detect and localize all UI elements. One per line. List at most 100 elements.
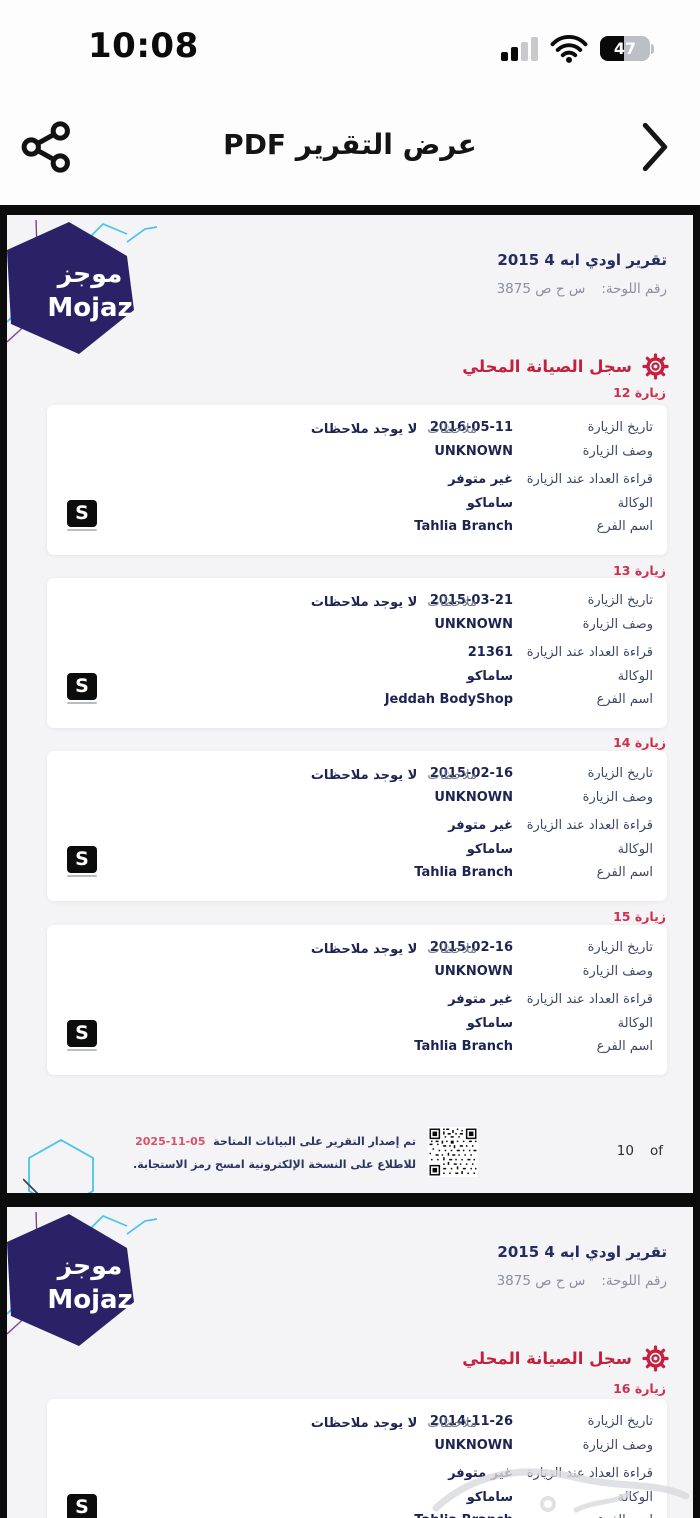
brand-latin: Mojaz xyxy=(47,293,132,323)
field-value-agency: ساماكو xyxy=(466,841,513,857)
haraj-watermark xyxy=(432,1468,690,1513)
back-button[interactable] xyxy=(640,120,670,174)
visit-notes: ملاحظات لا يوجد ملاحظات xyxy=(311,1416,477,1431)
field-label-date: تاريخ الزيارة xyxy=(587,940,653,955)
pdf-page-1: موجز Mojaz تقرير اودي ابه 4 2015 رقم الل… xyxy=(7,215,693,1193)
field-label-branch: اسم الفرع xyxy=(596,519,653,534)
nav-bar: عرض التقرير PDF xyxy=(0,90,700,205)
brand-arabic: موجز xyxy=(56,259,123,289)
visit-fields: تاريخ الزيارة 2015-02-16 وصف الزيارة UNKNO… xyxy=(331,766,653,889)
share-button[interactable] xyxy=(20,118,72,176)
field-value-date: 2015-02-16 xyxy=(429,766,513,781)
notes-value: لا يوجد ملاحظات xyxy=(310,1416,418,1431)
page-number: 10 of xyxy=(617,1143,663,1159)
plate-label: رقم اللوحة: xyxy=(601,281,667,297)
footer-hexagon-decoration xyxy=(23,1139,94,1193)
field-label-desc: وصف الزيارة xyxy=(582,443,653,459)
field-label-branch: اسم الفرع xyxy=(596,1039,653,1054)
field-value-odometer: غير متوفر xyxy=(448,472,513,487)
field-value-branch: Jeddah BodyShop xyxy=(384,692,513,707)
field-label-agency: الوكالة xyxy=(617,841,653,857)
field-value-branch: Tahlia Branch xyxy=(414,865,513,880)
footer-issued-text: تم إصدار التقرير على البيانات المتاحة xyxy=(213,1135,416,1148)
notes-label: ملاحظات xyxy=(427,942,477,957)
samaco-caption xyxy=(67,528,97,531)
visit-notes: ملاحظات لا يوجد ملاحظات xyxy=(311,595,477,610)
plate-value: س ح ص 3875 xyxy=(496,1273,586,1289)
visit-label-13: زيارة 13 xyxy=(613,563,666,578)
notes-value: لا يوجد ملاحظات xyxy=(310,768,418,783)
samaco-logo: S xyxy=(67,845,101,877)
battery-icon: 47 xyxy=(600,36,654,61)
samaco-caption xyxy=(67,1048,97,1051)
battery-fill-level xyxy=(600,36,624,61)
field-value-desc: UNKNOWN xyxy=(434,963,513,979)
field-label-branch: اسم الفرع xyxy=(596,692,653,707)
section-title: سجل الصيانة المحلي xyxy=(462,1349,632,1368)
samaco-letter: S xyxy=(67,1493,97,1518)
notes-label: ملاحظات xyxy=(427,595,477,610)
footer-issued-line: تم إصدار التقرير على البيانات المتاحة 20… xyxy=(133,1130,416,1153)
field-label-branch: اسم الفرع xyxy=(596,865,653,880)
field-label-agency: الوكالة xyxy=(617,668,653,684)
section-title: سجل الصيانة المحلي xyxy=(462,357,632,376)
samaco-caption xyxy=(67,701,97,704)
status-icons: 47 xyxy=(501,34,654,63)
field-value-odometer: غير متوفر xyxy=(448,818,513,833)
field-value-date: 2015-03-21 xyxy=(429,593,513,608)
pdf-viewer[interactable]: موجز Mojaz تقرير اودي ابه 4 2015 رقم الل… xyxy=(0,205,700,1518)
wifi-icon xyxy=(550,34,588,63)
mojaz-logo: موجز Mojaz xyxy=(7,220,157,354)
field-value-desc: UNKNOWN xyxy=(434,443,513,459)
field-label-date: تاريخ الزيارة xyxy=(587,1414,653,1429)
samaco-letter: S xyxy=(67,672,97,700)
field-value-branch: Tahlia Branch xyxy=(414,519,513,534)
samaco-logo: S xyxy=(67,1493,101,1518)
share-icon xyxy=(21,121,70,173)
plate-row: رقم اللوحة: س ح ص 3875 xyxy=(497,1273,667,1289)
field-label-date: تاريخ الزيارة xyxy=(587,593,653,608)
field-label-date: تاريخ الزيارة xyxy=(587,766,653,781)
field-label-desc: وصف الزيارة xyxy=(582,789,653,805)
field-label-agency: الوكالة xyxy=(617,1015,653,1031)
field-value-agency: ساماكو xyxy=(466,495,513,511)
report-title: تقرير اودي ابه 4 2015 xyxy=(497,1243,667,1261)
visit-notes: ملاحظات لا يوجد ملاحظات xyxy=(311,768,477,783)
samaco-letter: S xyxy=(67,1019,97,1047)
field-value-odometer: غير متوفر xyxy=(448,992,513,1007)
samaco-letter: S xyxy=(67,845,97,873)
field-label-desc: وصف الزيارة xyxy=(582,963,653,979)
plate-row: رقم اللوحة: س ح ص 3875 xyxy=(497,281,667,297)
cellular-signal-icon xyxy=(501,36,538,61)
footer-issued-date: 2025-11-05 xyxy=(135,1135,206,1148)
section-header: سجل الصيانة المحلي xyxy=(462,353,669,380)
visit-card: تاريخ الزيارة 2015-02-16 وصف الزيارة UNKNO… xyxy=(47,925,667,1075)
field-value-agency: ساماكو xyxy=(466,1489,513,1505)
footer-scan-line: للاطلاع على النسخة الإلكترونية امسح رمز … xyxy=(133,1158,416,1171)
notes-label: ملاحظات xyxy=(427,768,477,783)
footer-text: تم إصدار التقرير على البيانات المتاحة 20… xyxy=(133,1127,416,1176)
page-title: عرض التقرير PDF xyxy=(223,128,477,161)
field-value-date: 2014-11-26 xyxy=(429,1414,513,1429)
plate-label: رقم اللوحة: xyxy=(601,1273,667,1289)
visit-fields: تاريخ الزيارة 2015-02-16 وصف الزيارة UNKNO… xyxy=(331,940,653,1063)
field-label-odometer: قراءة العداد عند الزيارة xyxy=(526,818,653,833)
samaco-logo: S xyxy=(67,1019,101,1051)
field-value-agency: ساماكو xyxy=(466,1015,513,1031)
field-value-odometer: 21361 xyxy=(467,645,513,660)
field-value-date: 2016-05-11 xyxy=(429,420,513,435)
plate-value: س ح ص 3875 xyxy=(496,281,586,297)
notes-label: ملاحظات xyxy=(427,1416,477,1431)
notes-value: لا يوجد ملاحظات xyxy=(310,422,418,437)
field-label-agency: الوكالة xyxy=(617,495,653,511)
field-label-odometer: قراءة العداد عند الزيارة xyxy=(526,472,653,487)
visit-fields: تاريخ الزيارة 2016-05-11 وصف الزيارة UNKNO… xyxy=(331,420,653,543)
visit-card: تاريخ الزيارة 2015-03-21 وصف الزيارة UNKNO… xyxy=(47,578,667,728)
notes-value: لا يوجد ملاحظات xyxy=(310,942,418,957)
samaco-logo: S xyxy=(67,672,101,704)
visit-card: تاريخ الزيارة 2014-11-26 وصف الزيارة UNKNO… xyxy=(47,1399,667,1518)
footer-issue-block: تم إصدار التقرير على البيانات المتاحة 20… xyxy=(133,1127,478,1177)
field-label-odometer: قراءة العداد عند الزيارة xyxy=(526,992,653,1007)
field-label-odometer: قراءة العداد عند الزيارة xyxy=(526,645,653,660)
visit-fields: تاريخ الزيارة 2014-11-26 وصف الزيارة UNKNO… xyxy=(331,1414,653,1518)
